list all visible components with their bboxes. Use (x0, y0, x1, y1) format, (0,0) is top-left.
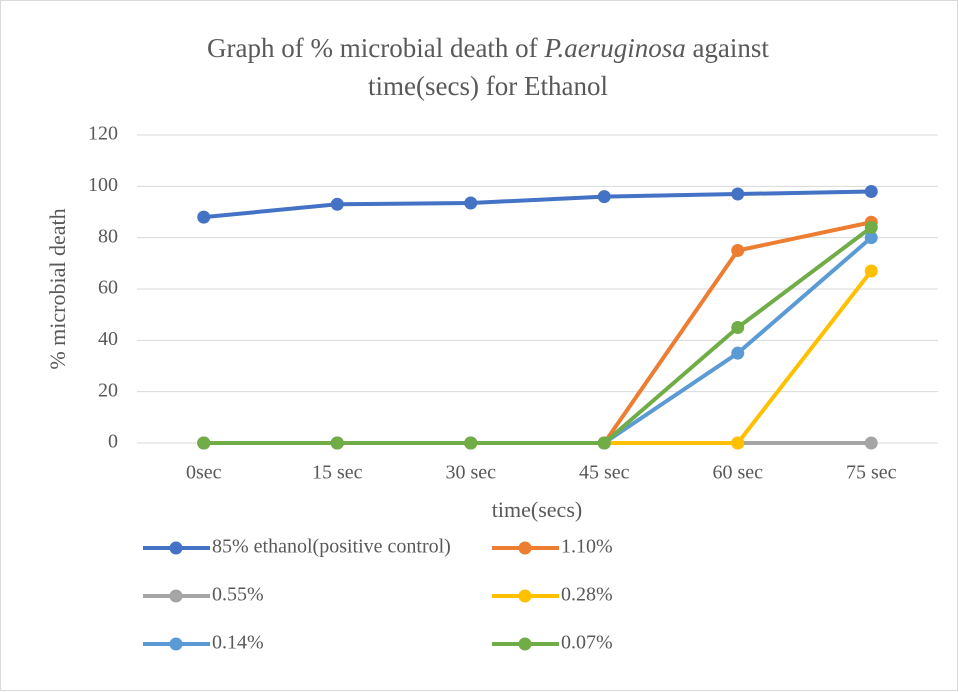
data-point (864, 220, 878, 234)
legend-label: 0.14% (212, 632, 264, 654)
data-point (197, 210, 211, 224)
y-tick-label: 60 (98, 277, 118, 299)
data-point (864, 231, 878, 245)
y-axis-title: % microbial death (45, 208, 70, 369)
legend-marker (169, 541, 183, 555)
y-tick-label: 100 (88, 174, 118, 196)
data-point (464, 436, 478, 450)
y-tick-label: 80 (98, 225, 118, 247)
data-point (330, 436, 344, 450)
chart-title: Graph of % microbial death of P.aerugino… (207, 33, 769, 63)
legend-marker (169, 589, 183, 603)
data-point (864, 184, 878, 198)
data-point (597, 436, 611, 450)
chart-title: time(secs) for Ethanol (368, 71, 608, 101)
data-point (731, 244, 745, 257)
series-line (203, 225, 873, 445)
legend-marker (518, 541, 532, 555)
data-point (864, 436, 878, 450)
legend-label: 1.10% (561, 536, 613, 558)
x-tick-label: 60 sec (712, 462, 763, 484)
x-tick-label: 45 sec (579, 462, 630, 484)
y-tick-label: 120 (88, 123, 118, 145)
data-point (197, 436, 211, 450)
data-point (597, 190, 611, 204)
x-tick-label: 15 sec (312, 462, 363, 484)
data-point (731, 346, 745, 360)
legend-label: 0.55% (212, 584, 264, 606)
x-tick-label: 75 sec (846, 462, 897, 484)
data-point (731, 321, 745, 334)
legend-marker (518, 589, 532, 603)
data-point (864, 264, 878, 278)
data-point (731, 436, 745, 450)
x-tick-label: 30 sec (445, 462, 496, 484)
legend-marker (518, 637, 532, 651)
legend-label: 85% ethanol(positive control) (212, 536, 451, 558)
y-tick-label: 40 (98, 328, 118, 350)
x-tick-label: 0sec (186, 462, 222, 484)
data-point (330, 197, 344, 211)
data-point (731, 187, 745, 201)
x-axis-title: time(secs) (492, 497, 582, 522)
legend-marker (169, 637, 183, 651)
series-line (203, 189, 872, 220)
legend-label: 0.28% (561, 584, 613, 606)
data-point (464, 196, 478, 210)
y-tick-label: 0 (108, 431, 118, 453)
legend-label: 0.07% (561, 632, 613, 654)
y-tick-label: 20 (98, 379, 118, 401)
